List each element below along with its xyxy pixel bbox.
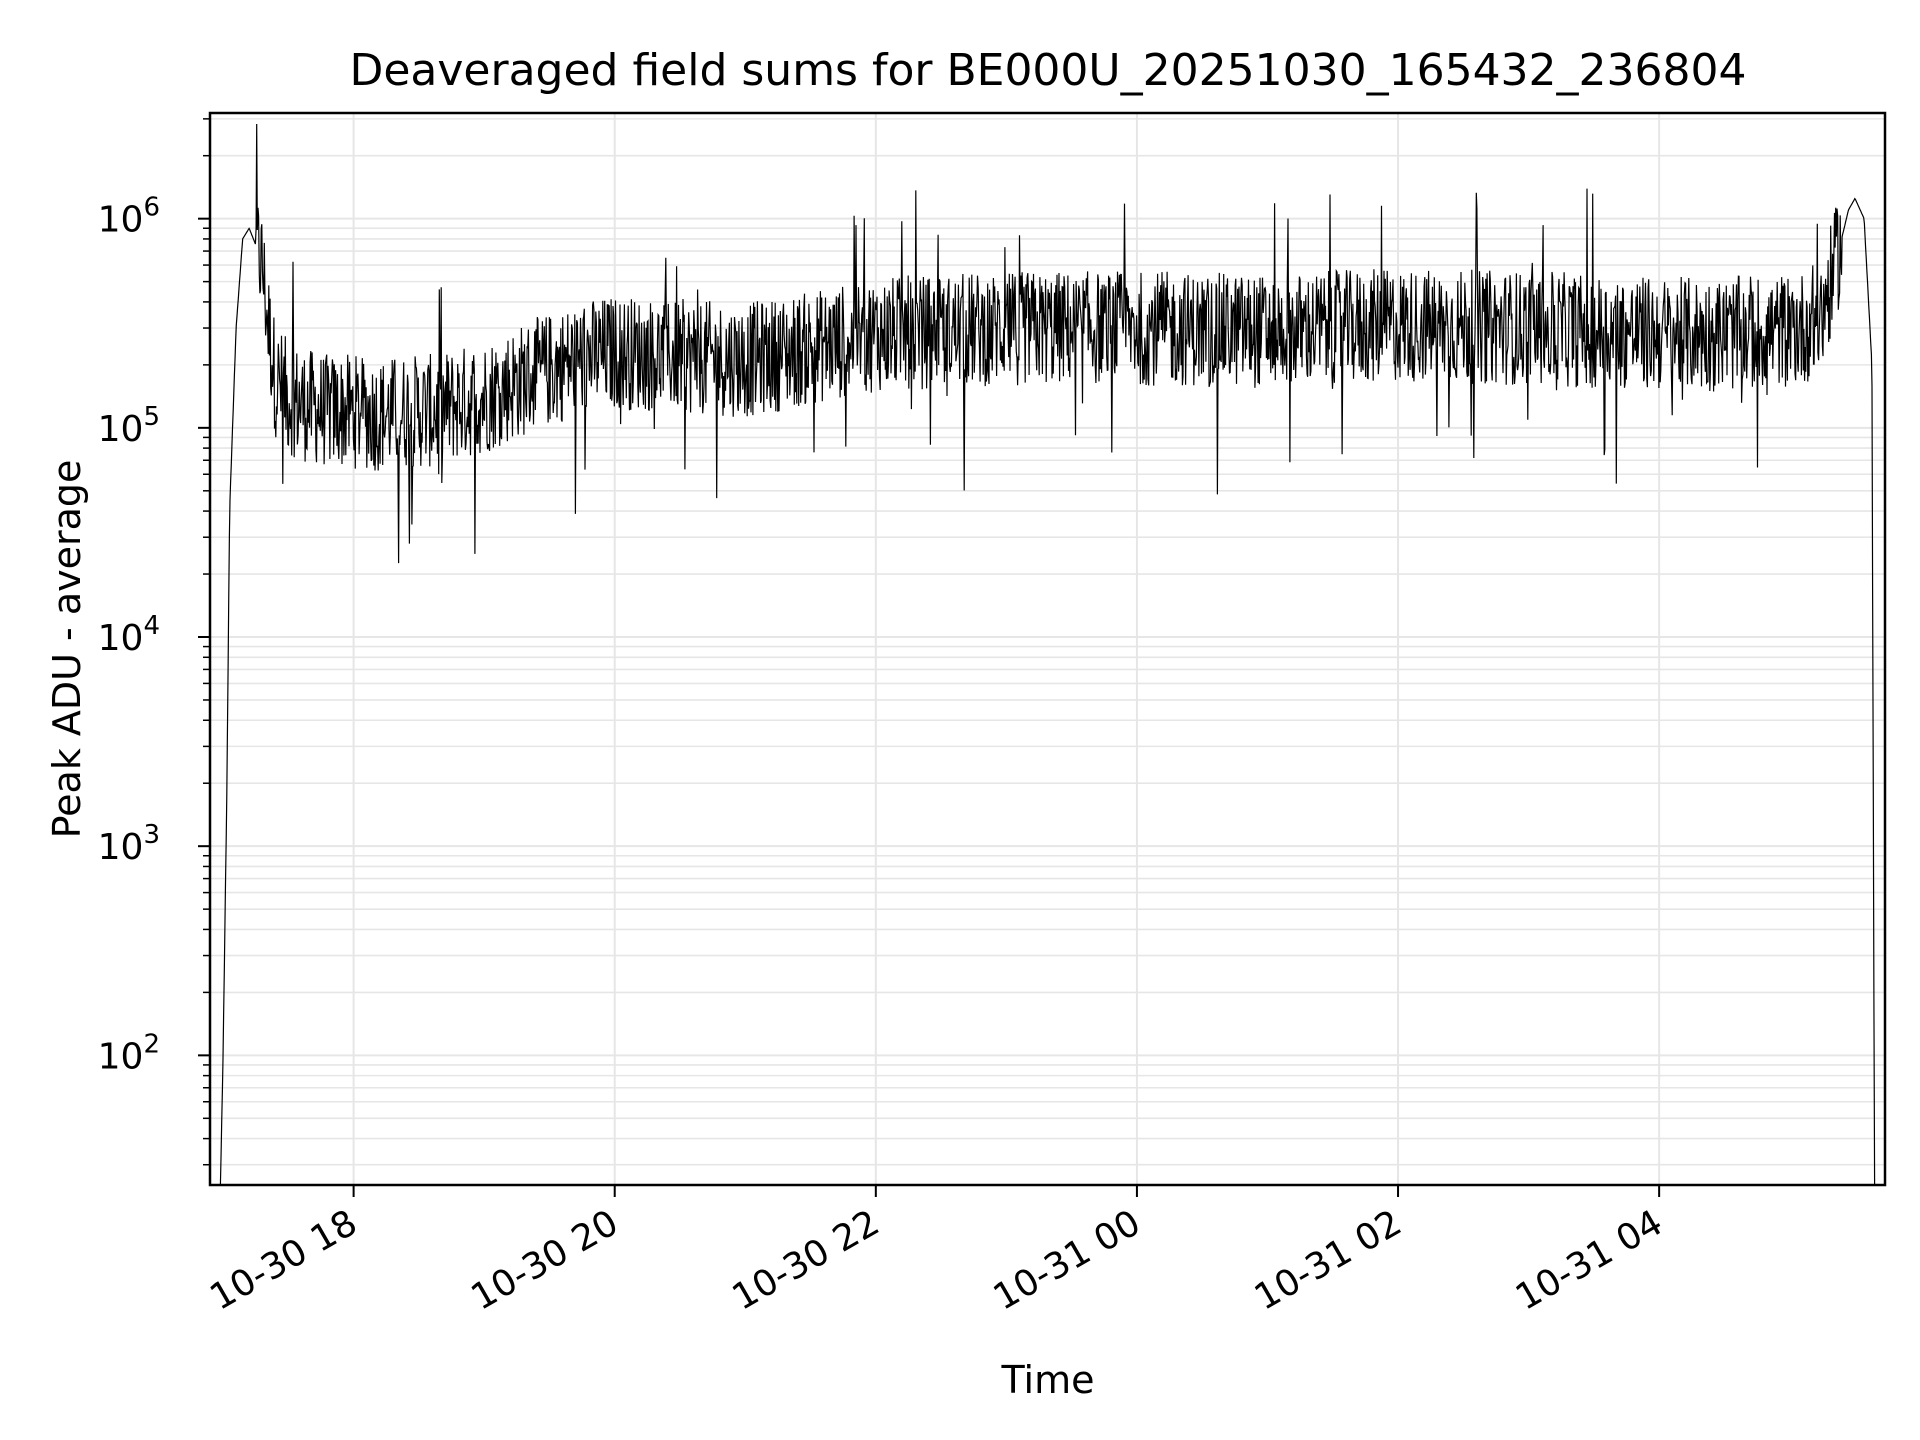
grid-layer (210, 113, 1885, 1185)
series-layer (219, 123, 1876, 1186)
y-tick-label: 105 (98, 402, 160, 450)
y-tick-label: 106 (98, 193, 160, 241)
plot-frame (208, 111, 1887, 1187)
x-axis-label: Time (1001, 1358, 1095, 1402)
y-tick-label: 103 (98, 820, 160, 868)
y-axis-label: Peak ADU - average (45, 460, 89, 839)
series-line (219, 123, 1876, 1186)
chart-title: Deaveraged field sums for BE000U_2025103… (349, 45, 1746, 96)
y-tick-label: 102 (98, 1029, 160, 1077)
y-tick-label: 104 (98, 611, 160, 659)
